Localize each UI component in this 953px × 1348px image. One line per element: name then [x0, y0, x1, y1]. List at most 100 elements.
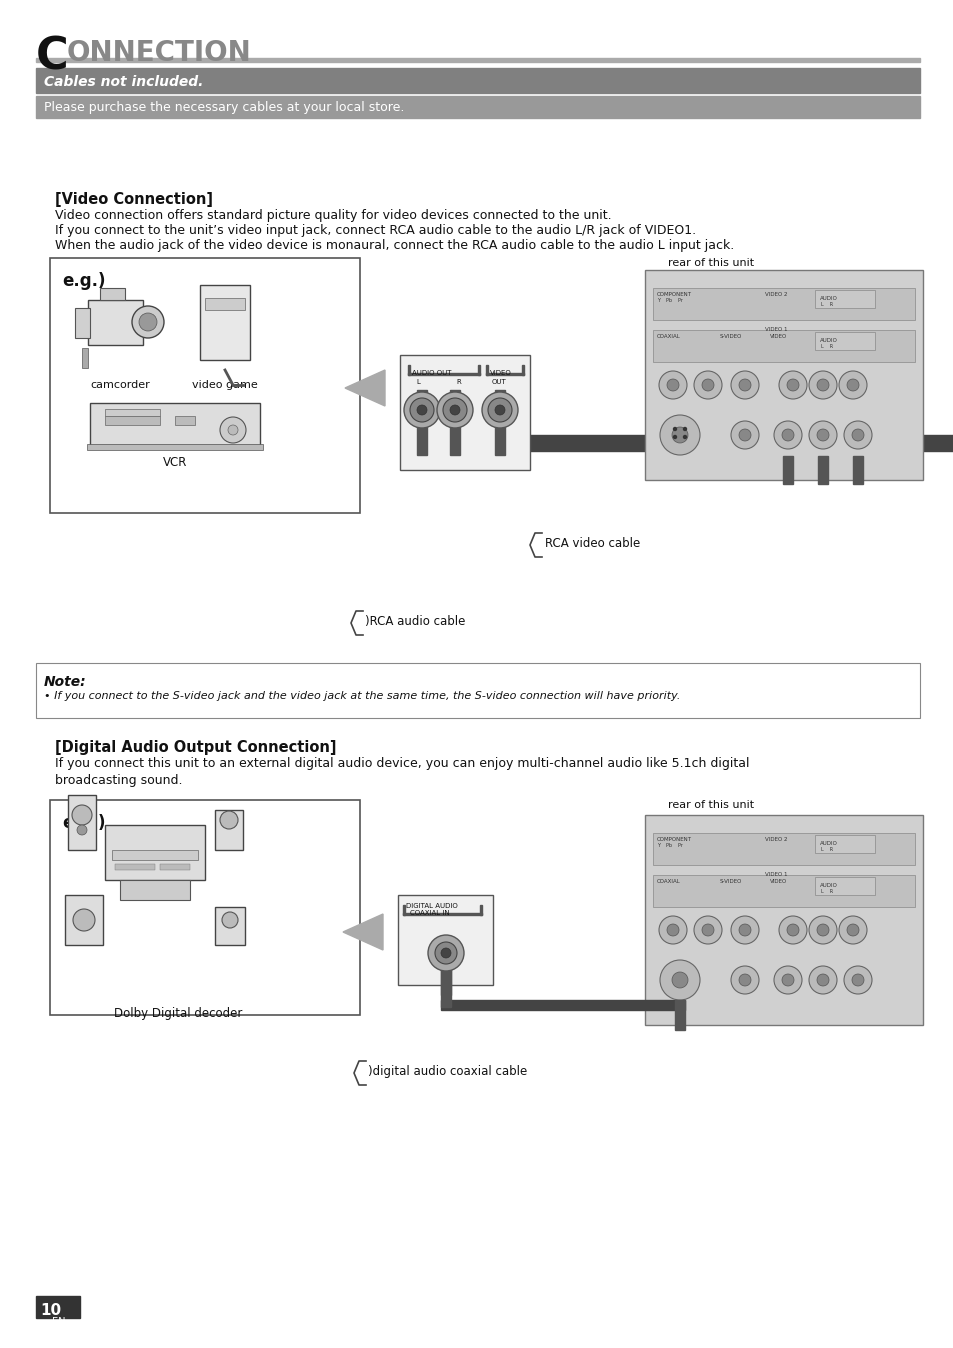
- Text: If you connect this unit to an external digital audio device, you can enjoy mult: If you connect this unit to an external …: [55, 758, 749, 770]
- Bar: [485, 365, 488, 375]
- Circle shape: [816, 429, 828, 441]
- Bar: [105, 825, 205, 880]
- Bar: [36, 663, 919, 718]
- Circle shape: [450, 404, 459, 415]
- Bar: [120, 880, 190, 900]
- Text: AUDIO: AUDIO: [820, 297, 837, 301]
- Text: EN: EN: [52, 1317, 66, 1326]
- Text: VIDEO 2: VIDEO 2: [764, 837, 786, 842]
- Circle shape: [495, 404, 504, 415]
- Text: COAXIAL IN: COAXIAL IN: [410, 910, 449, 917]
- Circle shape: [781, 429, 793, 441]
- Bar: [782, 456, 792, 484]
- Circle shape: [693, 371, 721, 399]
- Circle shape: [481, 392, 517, 429]
- Text: OUT: OUT: [492, 379, 506, 386]
- Bar: [814, 878, 874, 895]
- Circle shape: [673, 435, 676, 438]
- Bar: [479, 905, 481, 915]
- Circle shape: [838, 917, 866, 944]
- Text: VIDEO: VIDEO: [769, 879, 786, 884]
- Bar: [485, 373, 523, 375]
- Text: R: R: [456, 379, 460, 386]
- Circle shape: [73, 909, 95, 931]
- Circle shape: [730, 371, 759, 399]
- Text: AUDIO: AUDIO: [820, 338, 837, 342]
- Text: Y    Pb    Pr: Y Pb Pr: [657, 842, 682, 848]
- Text: Note:: Note:: [44, 675, 87, 689]
- Text: AUDIO: AUDIO: [820, 841, 837, 847]
- Text: Y    Pb    Pr: Y Pb Pr: [657, 298, 682, 303]
- Bar: [416, 390, 427, 456]
- Text: Cables not included.: Cables not included.: [44, 75, 203, 89]
- Circle shape: [228, 425, 237, 435]
- Circle shape: [846, 923, 858, 936]
- Bar: [814, 332, 874, 350]
- Bar: [36, 1295, 80, 1318]
- Circle shape: [666, 379, 679, 391]
- Text: DIGITAL AUDIO: DIGITAL AUDIO: [406, 903, 457, 909]
- Text: VCR: VCR: [163, 456, 187, 469]
- Circle shape: [838, 371, 866, 399]
- Circle shape: [808, 917, 836, 944]
- Bar: [415, 435, 953, 452]
- Circle shape: [739, 975, 750, 985]
- Text: COMPONENT: COMPONENT: [657, 837, 691, 842]
- Bar: [115, 864, 154, 869]
- Circle shape: [739, 429, 750, 441]
- Bar: [814, 834, 874, 853]
- Circle shape: [666, 923, 679, 936]
- Circle shape: [851, 429, 863, 441]
- Text: Video connection offers standard picture quality for video devices connected to : Video connection offers standard picture…: [55, 209, 611, 222]
- Bar: [399, 355, 530, 470]
- Text: Please purchase the necessary cables at your local store.: Please purchase the necessary cables at …: [44, 101, 404, 115]
- Circle shape: [488, 398, 512, 422]
- Bar: [65, 895, 103, 945]
- Text: RCA video cable: RCA video cable: [544, 537, 639, 550]
- Text: )digital audio coaxial cable: )digital audio coaxial cable: [368, 1065, 527, 1078]
- Text: camcorder: camcorder: [90, 380, 150, 390]
- Circle shape: [781, 975, 793, 985]
- Circle shape: [693, 917, 721, 944]
- Circle shape: [843, 421, 871, 449]
- Text: L    R: L R: [821, 302, 832, 307]
- Bar: [440, 948, 451, 1007]
- Bar: [75, 307, 90, 338]
- Circle shape: [403, 392, 439, 429]
- Circle shape: [739, 379, 750, 391]
- Bar: [36, 58, 919, 62]
- Circle shape: [671, 427, 687, 443]
- Bar: [205, 298, 245, 310]
- Bar: [814, 290, 874, 307]
- Bar: [50, 799, 359, 1015]
- Text: L    R: L R: [821, 847, 832, 852]
- Bar: [100, 288, 125, 301]
- Circle shape: [701, 379, 713, 391]
- Circle shape: [220, 417, 246, 443]
- Circle shape: [730, 421, 759, 449]
- Bar: [397, 895, 493, 985]
- Circle shape: [428, 936, 463, 971]
- Circle shape: [442, 398, 467, 422]
- Polygon shape: [343, 914, 382, 950]
- Bar: [450, 390, 459, 456]
- Bar: [521, 365, 523, 375]
- Circle shape: [808, 371, 836, 399]
- Bar: [644, 816, 923, 1024]
- Circle shape: [816, 975, 828, 985]
- Circle shape: [851, 975, 863, 985]
- Circle shape: [673, 427, 676, 430]
- Circle shape: [435, 942, 456, 964]
- Circle shape: [659, 960, 700, 1000]
- Bar: [90, 403, 260, 445]
- Bar: [50, 257, 359, 514]
- Circle shape: [671, 972, 687, 988]
- Bar: [214, 810, 243, 851]
- Bar: [88, 301, 143, 345]
- Circle shape: [786, 923, 799, 936]
- Circle shape: [659, 415, 700, 456]
- Circle shape: [410, 398, 434, 422]
- Bar: [652, 330, 914, 363]
- Text: broadcasting sound.: broadcasting sound.: [55, 774, 182, 787]
- Bar: [495, 390, 504, 456]
